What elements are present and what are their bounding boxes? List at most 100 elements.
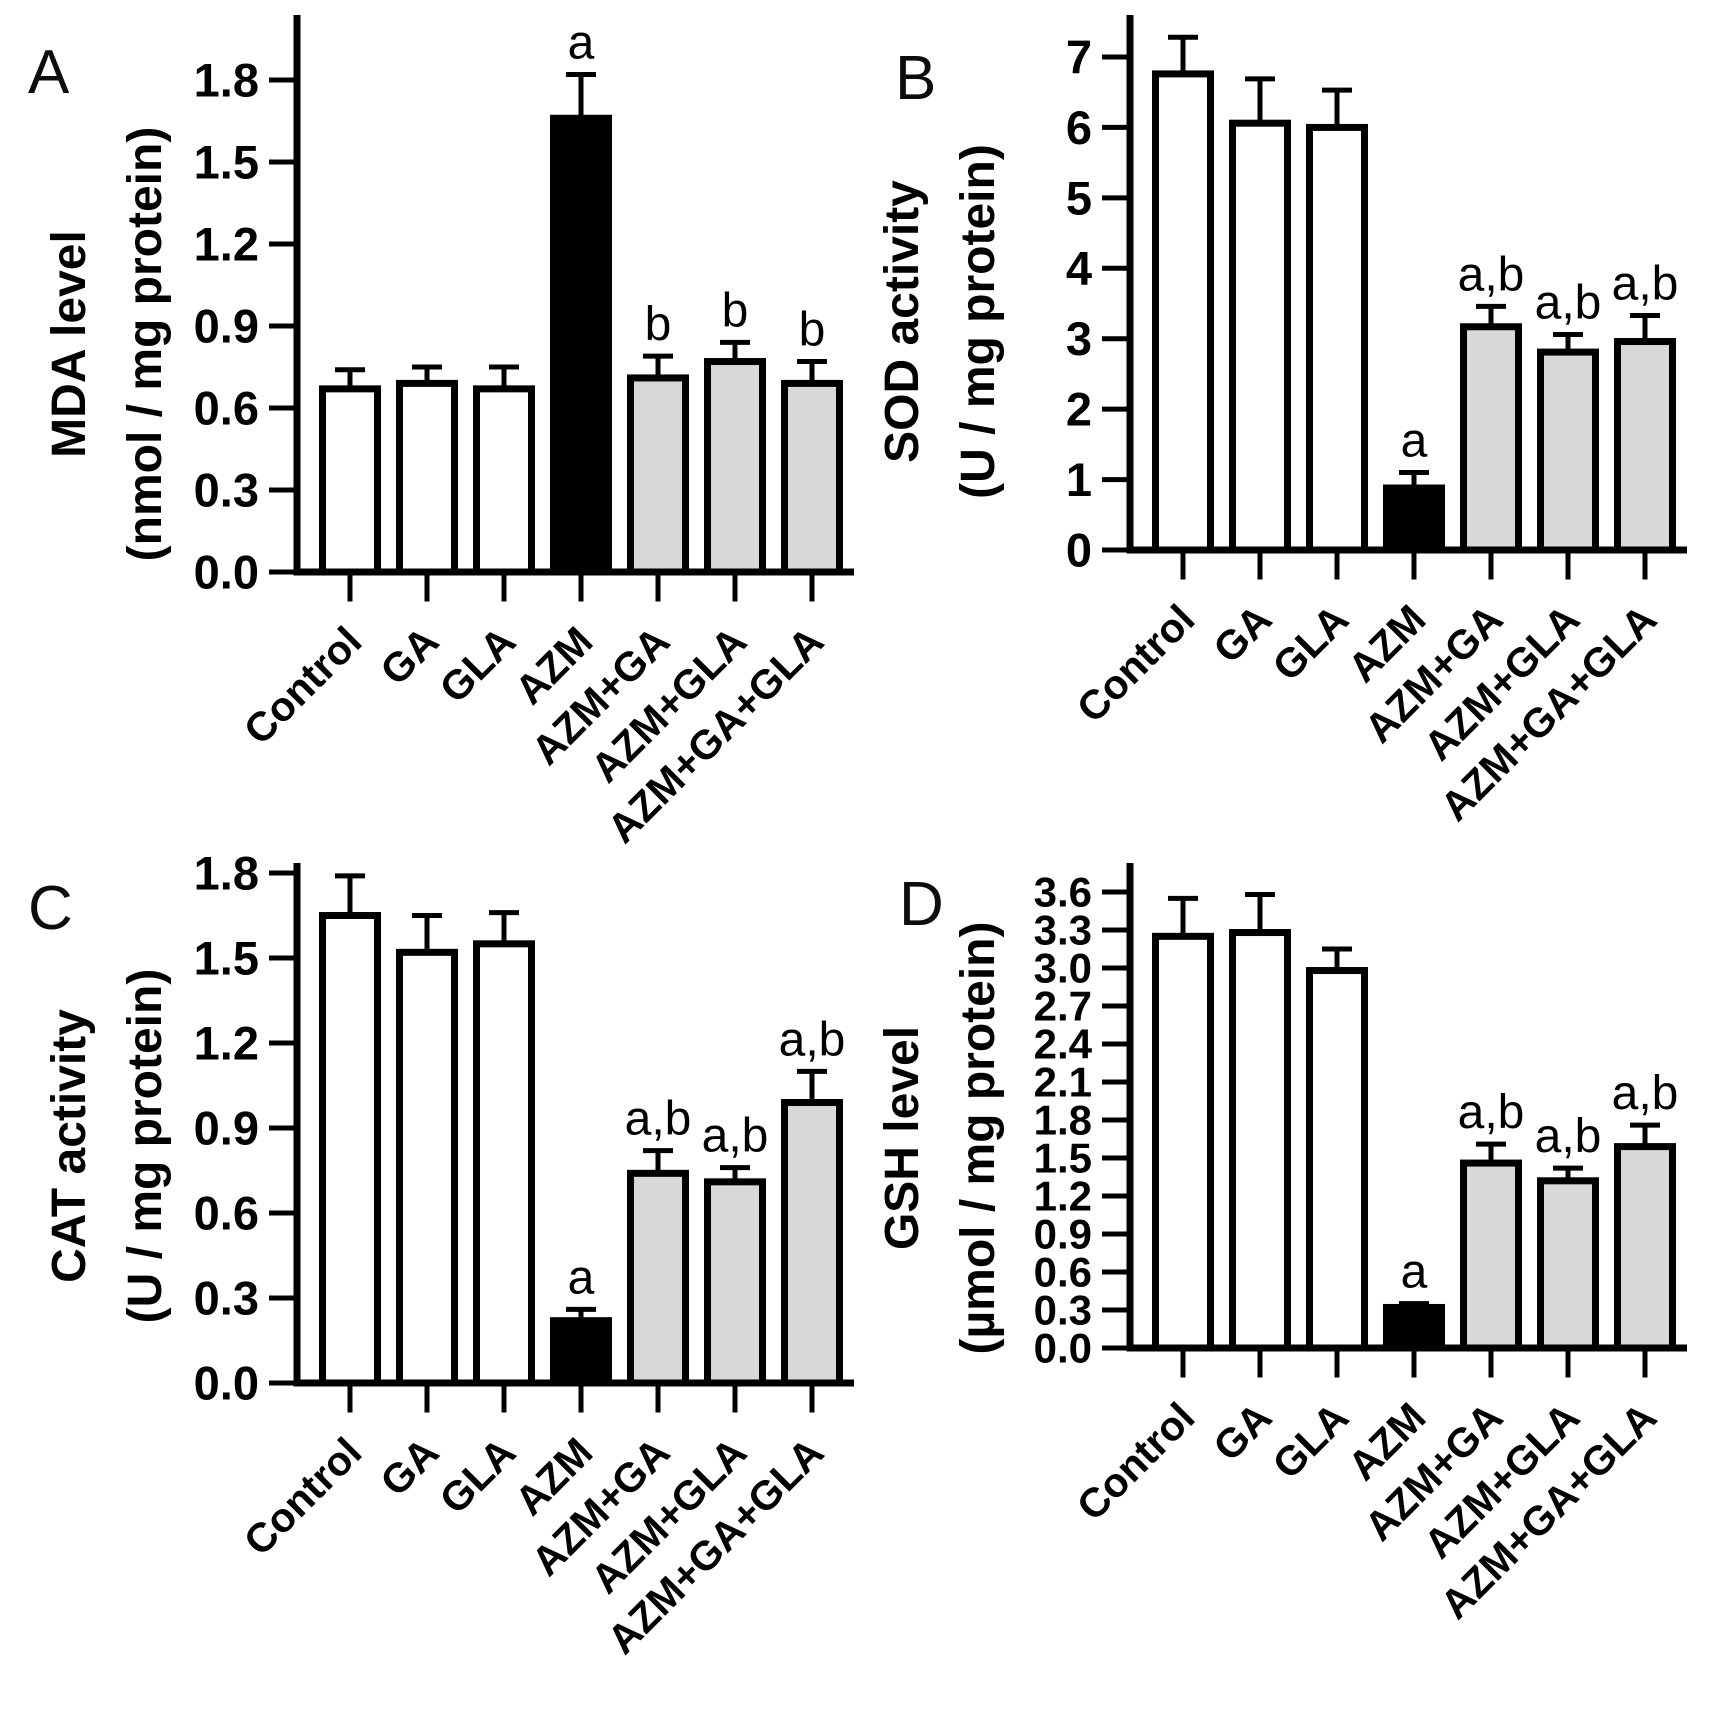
y-tick-label: 1.2 bbox=[1034, 1173, 1092, 1220]
bar-chart-cat: 0.0 0.3 0.6 0.9 1.2 1.5 1.8 CAT activity (U / mg… bbox=[43, 846, 854, 1663]
bar-azm-ga-gla bbox=[781, 379, 843, 576]
bar-azm-ga-gla bbox=[1614, 1143, 1676, 1352]
bar-ga bbox=[396, 379, 458, 576]
significance-label-azm-ga: a,b bbox=[1458, 248, 1525, 301]
bar-ga bbox=[1229, 119, 1291, 554]
bar-control bbox=[319, 912, 381, 1387]
bar-chart-mda: 0.0 0.3 0.6 0.9 1.2 1.5 1.8 MDA level (nmol / mg… bbox=[43, 15, 854, 852]
y-tick-label: 0.0 bbox=[194, 1356, 259, 1409]
y-tick-label: 1 bbox=[1066, 453, 1092, 506]
y-axis-title: MDA level bbox=[43, 230, 96, 458]
bar-azm bbox=[550, 114, 612, 576]
y-axis-title: CAT activity bbox=[43, 1009, 96, 1283]
y-tick-label: 0.0 bbox=[1034, 1325, 1092, 1372]
bar-azm-gla bbox=[1537, 1177, 1599, 1352]
y-tick-label: 0.0 bbox=[194, 545, 259, 598]
y-tick-label: 5 bbox=[1066, 171, 1092, 224]
x-category-label-control: Control bbox=[235, 618, 371, 754]
bar-gla bbox=[1306, 123, 1368, 554]
panel-B: 0 1 2 3 4 5 6 7 SOD activity (U / mg protein) Cont… bbox=[857, 0, 1714, 830]
panel-C: 0.0 0.3 0.6 0.9 1.2 1.5 1.8 CAT activity (U / mg… bbox=[0, 770, 857, 1720]
bar-chart-gsh: 0.00.30.60.91.21.51.82.12.42.73.03.33.6 G… bbox=[876, 863, 1687, 1628]
y-tick-label: 1.8 bbox=[194, 53, 259, 106]
bar-azm bbox=[1383, 484, 1445, 554]
bar-azm-gla bbox=[704, 1178, 766, 1387]
y-tick-label: 2 bbox=[1066, 383, 1092, 436]
bar-gla bbox=[1306, 967, 1368, 1352]
bar-control bbox=[1152, 932, 1214, 1352]
panel-D: 0.0 0.3 0.6 0.9 1.2 1.5 1.8 2.1 2.4 2.7 3.0 3.3 3.6 G… bbox=[857, 770, 1714, 1720]
y-tick-label: 6 bbox=[1066, 101, 1092, 154]
significance-label-azm-ga-gla: a,b bbox=[1612, 257, 1679, 310]
significance-label-azm-gla: a,b bbox=[702, 1110, 769, 1163]
bar-azm-ga-gla bbox=[781, 1099, 843, 1387]
y-tick-label: 0.9 bbox=[1034, 1211, 1092, 1258]
y-tick-label: 0.9 bbox=[194, 1101, 259, 1154]
y-tick-label: 3.3 bbox=[1034, 907, 1092, 954]
bar-chart-sod: 0 1 2 3 4 5 6 7 SOD activity (U / mg protein) Cont… bbox=[876, 15, 1687, 830]
significance-label-azm-gla: a,b bbox=[1535, 276, 1602, 329]
y-tick-label: 1.8 bbox=[194, 846, 259, 899]
significance-label-azm-gla: b bbox=[722, 284, 749, 337]
significance-label-azm-ga: a,b bbox=[625, 1093, 692, 1146]
x-category-label-gla: GLA bbox=[1264, 596, 1358, 690]
x-category-label-gla: GLA bbox=[431, 618, 525, 712]
bar-control bbox=[1152, 70, 1214, 554]
y-tick-label: 2.4 bbox=[1034, 1021, 1093, 1068]
bar-ga bbox=[1229, 929, 1291, 1352]
bar-control bbox=[319, 385, 381, 576]
bar-gla bbox=[473, 940, 535, 1387]
panel-letter-C: C bbox=[28, 874, 73, 943]
y-tick-label: 1.5 bbox=[194, 931, 259, 984]
significance-label-azm-ga: b bbox=[645, 298, 672, 351]
y-tick-label: 2.1 bbox=[1034, 1059, 1092, 1106]
y-tick-label: 2.7 bbox=[1034, 983, 1092, 1030]
x-category-label-gla: GLA bbox=[1264, 1394, 1358, 1488]
significance-label-azm-ga-gla: b bbox=[799, 304, 826, 357]
panel-A: 0.0 0.3 0.6 0.9 1.2 1.5 1.8 MDA level (nmol / mg… bbox=[0, 0, 857, 852]
bar-azm-gla bbox=[1537, 348, 1599, 554]
significance-label-azm: a bbox=[1401, 1246, 1428, 1299]
y-tick-label: 3 bbox=[1066, 312, 1092, 365]
bar-ga bbox=[396, 948, 458, 1387]
bar-azm-ga-gla bbox=[1614, 338, 1676, 554]
y-tick-label: 0.6 bbox=[1034, 1249, 1092, 1296]
significance-label-azm-gla: a,b bbox=[1535, 1110, 1602, 1163]
y-tick-label: 0.6 bbox=[194, 381, 259, 434]
y-tick-label: 1.5 bbox=[1034, 1135, 1092, 1182]
significance-label-azm-ga: a,b bbox=[1458, 1086, 1525, 1139]
bar-azm-ga bbox=[627, 1169, 689, 1387]
panel-letter-D: D bbox=[899, 870, 944, 939]
significance-label-azm: a bbox=[568, 17, 595, 70]
x-category-label-gla: GLA bbox=[431, 1429, 525, 1523]
y-axis-units: (nmol / mg protein) bbox=[119, 127, 172, 562]
y-tick-label: 1.5 bbox=[194, 135, 259, 188]
significance-label-azm: a bbox=[568, 1251, 595, 1304]
y-tick-label: 3.6 bbox=[1034, 869, 1092, 916]
x-category-label-control: Control bbox=[235, 1429, 371, 1565]
y-tick-label: 3.0 bbox=[1034, 945, 1092, 992]
bar-azm bbox=[1383, 1303, 1445, 1352]
y-tick-label: 0.3 bbox=[194, 463, 259, 516]
y-axis-title: GSH level bbox=[876, 1026, 929, 1250]
y-tick-label: 7 bbox=[1066, 30, 1092, 83]
y-tick-label: 0.3 bbox=[1034, 1287, 1092, 1334]
significance-label-azm: a bbox=[1401, 415, 1428, 468]
y-axis-title: SOD activity bbox=[876, 180, 929, 463]
x-category-label-control: Control bbox=[1068, 596, 1204, 732]
bar-azm bbox=[550, 1317, 612, 1387]
y-tick-label: 0.3 bbox=[194, 1271, 259, 1324]
y-axis-units: (U / mg protein) bbox=[952, 144, 1005, 499]
y-tick-label: 0.9 bbox=[194, 299, 259, 352]
panel-letter-A: A bbox=[28, 38, 70, 107]
y-tick-label: 0 bbox=[1066, 523, 1092, 576]
y-axis-units: (U / mg protein) bbox=[119, 969, 172, 1324]
x-category-label-control: Control bbox=[1068, 1394, 1204, 1530]
panel-letter-B: B bbox=[895, 44, 937, 113]
y-tick-label: 1.2 bbox=[194, 217, 259, 270]
bar-azm-ga bbox=[627, 374, 689, 576]
y-axis-units: (µmol / mg protein) bbox=[952, 922, 1005, 1355]
bar-azm-gla bbox=[704, 358, 766, 576]
significance-label-azm-ga-gla: a,b bbox=[779, 1013, 846, 1066]
